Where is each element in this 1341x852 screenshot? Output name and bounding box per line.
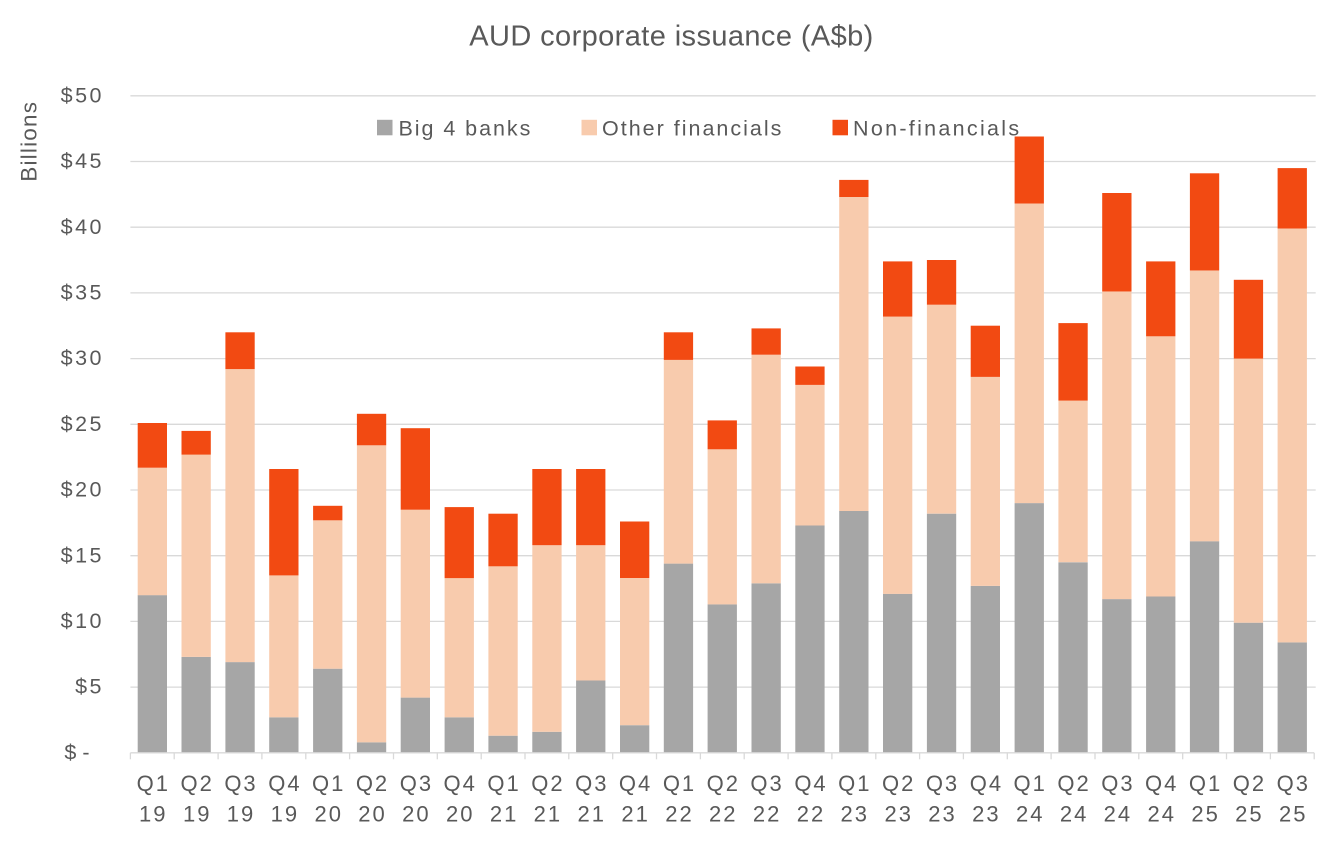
svg-text:Q4: Q4 xyxy=(268,771,301,796)
svg-text:20: 20 xyxy=(446,802,474,827)
svg-text:24: 24 xyxy=(1147,802,1175,827)
svg-text:23: 23 xyxy=(928,802,956,827)
svg-text:Q1: Q1 xyxy=(312,771,345,796)
svg-text:Q2: Q2 xyxy=(181,771,214,796)
svg-text:24: 24 xyxy=(1016,802,1044,827)
svg-text:24: 24 xyxy=(1104,802,1132,827)
svg-text:Q1: Q1 xyxy=(1189,771,1222,796)
svg-text:Billions: Billions xyxy=(17,101,42,182)
svg-text:Q3: Q3 xyxy=(400,771,433,796)
svg-text:Q2: Q2 xyxy=(882,771,915,796)
svg-text:25: 25 xyxy=(1235,802,1263,827)
svg-text:21: 21 xyxy=(534,802,562,827)
svg-text:Q3: Q3 xyxy=(224,771,257,796)
svg-text:22: 22 xyxy=(665,802,693,827)
svg-text:23: 23 xyxy=(884,802,912,827)
svg-text:$30: $30 xyxy=(61,346,104,370)
svg-text:24: 24 xyxy=(1060,802,1088,827)
svg-text:$5: $5 xyxy=(75,675,104,699)
svg-text:$45: $45 xyxy=(61,149,104,173)
svg-text:Q4: Q4 xyxy=(444,771,477,796)
svg-text:20: 20 xyxy=(402,802,430,827)
svg-text:$50: $50 xyxy=(61,83,104,107)
svg-text:23: 23 xyxy=(972,802,1000,827)
svg-text:25: 25 xyxy=(1191,802,1219,827)
svg-text:Q1: Q1 xyxy=(137,771,170,796)
svg-text:Q3: Q3 xyxy=(1101,771,1134,796)
svg-text:21: 21 xyxy=(490,802,518,827)
svg-text:$ -: $ - xyxy=(64,740,89,764)
svg-text:Q2: Q2 xyxy=(1057,771,1090,796)
svg-text:Q4: Q4 xyxy=(970,771,1003,796)
svg-text:19: 19 xyxy=(183,802,211,827)
svg-text:Q2: Q2 xyxy=(707,771,740,796)
svg-text:Q1: Q1 xyxy=(838,771,871,796)
svg-text:Big 4 banks: Big 4 banks xyxy=(399,117,533,141)
svg-text:19: 19 xyxy=(271,802,299,827)
svg-text:20: 20 xyxy=(314,802,342,827)
svg-text:21: 21 xyxy=(578,802,606,827)
svg-text:$15: $15 xyxy=(61,543,104,567)
svg-text:$10: $10 xyxy=(61,609,104,633)
svg-text:AUD corporate issuance (A$b): AUD corporate issuance (A$b) xyxy=(469,21,873,53)
svg-text:Q2: Q2 xyxy=(356,771,389,796)
svg-text:23: 23 xyxy=(841,802,869,827)
svg-text:Q1: Q1 xyxy=(1014,771,1047,796)
svg-text:19: 19 xyxy=(227,802,255,827)
svg-text:25: 25 xyxy=(1279,802,1307,827)
svg-text:Q3: Q3 xyxy=(1277,771,1310,796)
svg-text:$25: $25 xyxy=(61,412,104,436)
svg-text:$40: $40 xyxy=(61,215,104,239)
svg-text:Q1: Q1 xyxy=(663,771,696,796)
svg-text:Q3: Q3 xyxy=(750,771,783,796)
svg-text:20: 20 xyxy=(358,802,386,827)
svg-text:22: 22 xyxy=(753,802,781,827)
svg-text:22: 22 xyxy=(709,802,737,827)
svg-text:Q4: Q4 xyxy=(794,771,827,796)
svg-text:Q4: Q4 xyxy=(1145,771,1178,796)
svg-text:Q2: Q2 xyxy=(531,771,564,796)
svg-text:$35: $35 xyxy=(61,281,104,305)
svg-text:Q4: Q4 xyxy=(619,771,652,796)
svg-text:Q1: Q1 xyxy=(487,771,520,796)
svg-text:Q3: Q3 xyxy=(926,771,959,796)
svg-text:Q3: Q3 xyxy=(575,771,608,796)
svg-text:21: 21 xyxy=(621,802,649,827)
svg-text:19: 19 xyxy=(139,802,167,827)
svg-text:Other financials: Other financials xyxy=(602,117,783,141)
svg-text:Q2: Q2 xyxy=(1233,771,1266,796)
svg-text:Non-financials: Non-financials xyxy=(853,117,1021,141)
svg-text:$20: $20 xyxy=(61,478,104,502)
svg-text:22: 22 xyxy=(797,802,825,827)
